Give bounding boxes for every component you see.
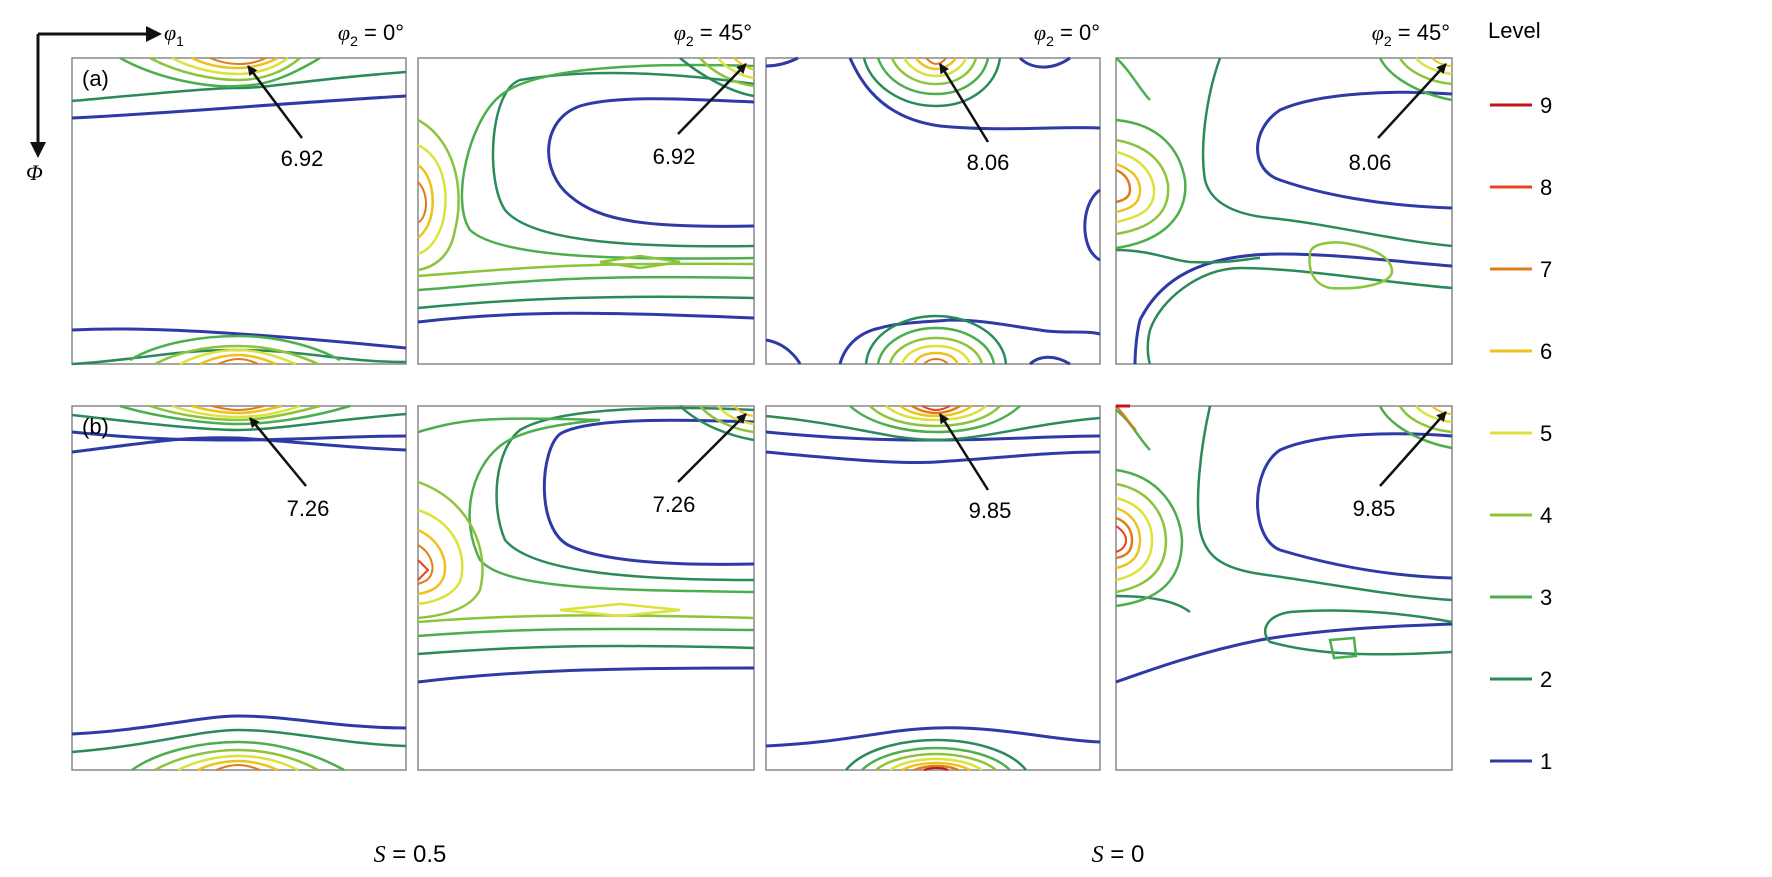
column-header-4: φ2 = 45° <box>1372 20 1450 49</box>
panel-b2 <box>417 405 755 771</box>
phi1-axis-label: φ1 <box>164 20 184 49</box>
panel-a3 <box>765 56 1101 366</box>
annotation-arrow-b4 <box>1379 411 1447 487</box>
column-header-3: φ2 = 0° <box>1034 20 1100 49</box>
legend-label-level-7: 7 <box>1540 257 1552 282</box>
row-b-label: (b) <box>82 414 109 439</box>
column-header-1: φ2 = 0° <box>338 20 404 49</box>
column-header-2: φ2 = 45° <box>674 20 752 49</box>
legend-label-level-8: 8 <box>1540 175 1552 200</box>
annotation-b4: 9.85 <box>1353 496 1396 521</box>
annotation-a1: 6.92 <box>281 146 324 171</box>
phi1-axis-arrow-icon <box>146 26 162 42</box>
bottom-label-right: S = 0 <box>1092 841 1145 868</box>
panel-b3 <box>765 404 1101 772</box>
legend-label-level-6: 6 <box>1540 339 1552 364</box>
phi-axis-arrow-icon <box>30 142 46 158</box>
annotations: 6.92 6.92 8.06 8.06 7.26 7.26 9.85 9.85 <box>247 63 1447 523</box>
level-legend: Level 9 8 7 6 5 4 3 2 1 <box>1488 18 1552 774</box>
column-headers: φ2 = 0° φ2 = 45° φ2 = 0° φ2 = 45° <box>338 20 1450 49</box>
legend-label-level-4: 4 <box>1540 503 1552 528</box>
legend-title: Level <box>1488 18 1541 43</box>
panel-a2 <box>417 57 755 365</box>
annotation-b1: 7.26 <box>287 496 330 521</box>
phi-axis-label: Φ <box>26 160 43 185</box>
legend-label-level-1: 1 <box>1540 749 1552 774</box>
annotation-arrow-a1 <box>247 65 303 139</box>
panel-a1: (a) <box>71 56 407 366</box>
annotation-a2: 6.92 <box>653 144 696 169</box>
axes-indicator: φ1 Φ <box>26 20 184 185</box>
annotation-arrow-b2 <box>677 413 747 483</box>
legend-label-level-2: 2 <box>1540 667 1552 692</box>
row-a-label: (a) <box>82 66 109 91</box>
annotation-arrow-b3 <box>938 413 990 491</box>
annotation-a3: 8.06 <box>967 150 1010 175</box>
legend-label-level-9: 9 <box>1540 93 1552 118</box>
bottom-label-left: S = 0.5 <box>374 841 447 868</box>
annotation-a4: 8.06 <box>1349 150 1392 175</box>
bottom-labels: S = 0.5 S = 0 <box>374 841 1145 868</box>
annotation-arrow-a4 <box>1377 63 1447 139</box>
annotation-arrow-a2 <box>677 63 747 135</box>
annotation-b2: 7.26 <box>653 492 696 517</box>
panel-a4 <box>1115 57 1453 365</box>
annotation-arrow-b1 <box>249 417 307 487</box>
panel-b1: (b) <box>71 404 407 772</box>
legend-label-level-3: 3 <box>1540 585 1552 610</box>
annotation-b3: 9.85 <box>969 498 1012 523</box>
legend-label-level-5: 5 <box>1540 421 1552 446</box>
annotation-arrow-a3 <box>938 63 990 143</box>
